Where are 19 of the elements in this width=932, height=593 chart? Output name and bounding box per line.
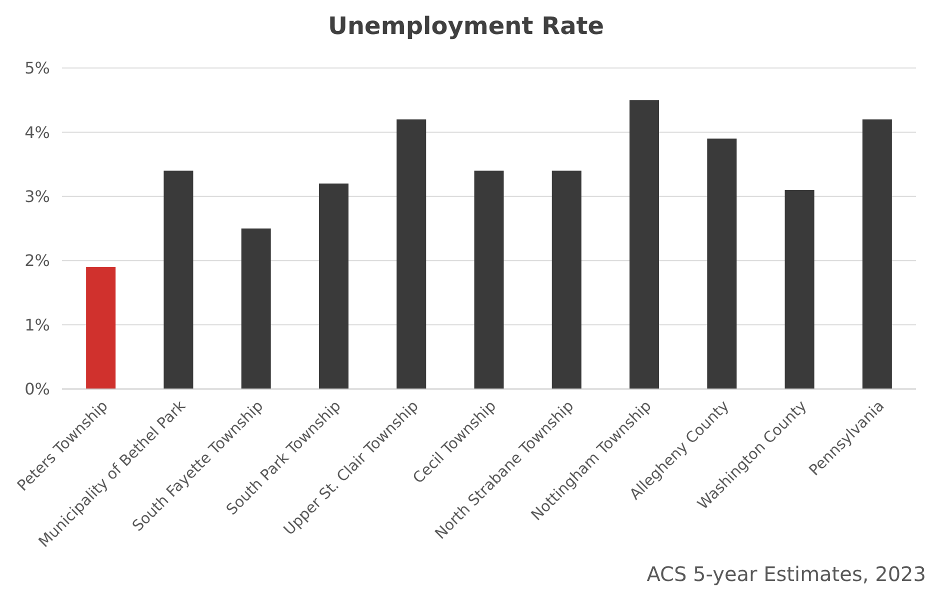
y-tick-label: 1% bbox=[24, 315, 50, 334]
bar bbox=[164, 170, 194, 389]
bar bbox=[784, 190, 814, 389]
bar bbox=[86, 267, 116, 389]
bar bbox=[241, 228, 271, 389]
bar bbox=[630, 100, 660, 389]
y-tick-label: 4% bbox=[24, 122, 50, 142]
bar bbox=[552, 170, 582, 389]
bar bbox=[707, 138, 737, 389]
y-tick-label: 2% bbox=[24, 251, 50, 270]
y-tick-label: 5% bbox=[24, 58, 50, 78]
bar bbox=[396, 119, 426, 389]
bar bbox=[862, 119, 892, 389]
bar bbox=[318, 184, 348, 389]
y-tick-label: 0% bbox=[24, 380, 50, 399]
y-tick-label: 3% bbox=[24, 187, 50, 206]
text: ACS 5-year Estimates, 2023 bbox=[646, 562, 926, 586]
bar bbox=[474, 170, 504, 389]
chart-title: Unemployment Rate bbox=[328, 12, 604, 40]
